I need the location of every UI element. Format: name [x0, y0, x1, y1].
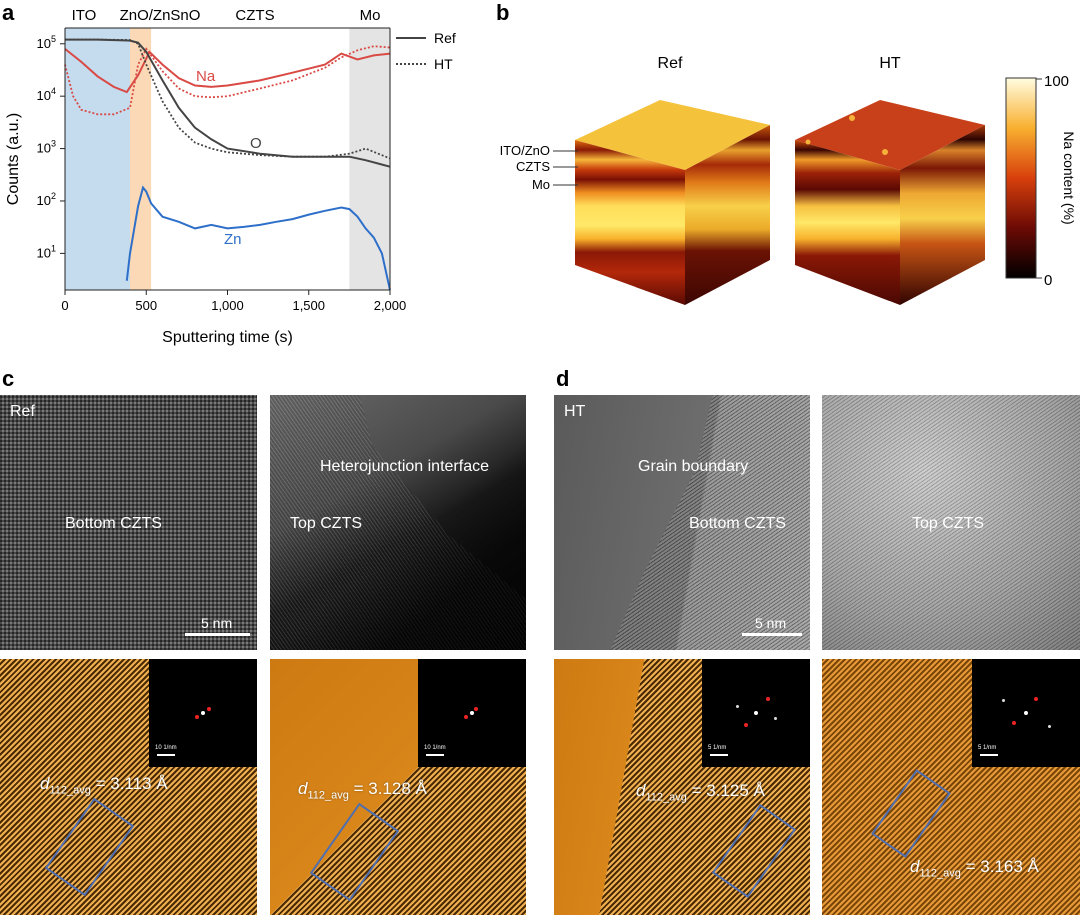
y-tick-label: 105 — [37, 34, 56, 51]
ref-cube-title: Ref — [658, 55, 683, 72]
layer-label-mo: Mo — [532, 177, 550, 192]
scale-bar — [185, 633, 250, 636]
fft-scale-label: 5 1/nm — [708, 745, 727, 751]
fft-scale-label: 5 1/nm — [978, 745, 997, 751]
d-spacing-label: d112_avg = 3.163 Å — [910, 857, 1039, 880]
fft-scale-label: 10 1/nm — [155, 745, 177, 751]
y-tick-label: 104 — [37, 86, 56, 103]
ht-cube-title: HT — [879, 55, 901, 72]
ref-cube — [575, 100, 770, 305]
d-spacing-label: d112_avg = 3.113 Å — [40, 774, 168, 797]
lattice-image-ref-bottom: 10 1/nm d112_avg = 3.113 Å — [0, 659, 257, 915]
lattice-image-ht-bottom: 5 1/nm d112_avg = 3.125 Å — [554, 659, 810, 915]
y-axis-label: Counts (a.u.) — [5, 113, 22, 205]
sputtering-profile-chart: 0 500 1,000 1,500 2,000 101 102 103 104 105 Sputte… — [5, 7, 456, 346]
series-na-ref — [64, 48, 391, 94]
heterojunction-interface-label: Heterojunction interface — [320, 458, 489, 475]
sample-label-ht: HT — [564, 403, 586, 420]
x-tick-label: 500 — [135, 298, 157, 313]
region-label: Mo — [360, 7, 381, 24]
panel-c-letter: c — [2, 366, 15, 391]
tem-image-ht-top: Top CZTS — [822, 395, 1080, 650]
fft-scale-label: 10 1/nm — [424, 745, 446, 751]
colorbar-max: 100 — [1044, 73, 1069, 90]
scale-bar — [742, 633, 802, 636]
legend-label-ref: Ref — [434, 30, 456, 46]
x-tick-label: 1,500 — [292, 298, 325, 313]
series-o-ht — [65, 38, 391, 160]
ref-cube-front — [575, 140, 685, 305]
shaded-region-ito — [65, 28, 130, 290]
x-tick-label: 1,000 — [211, 298, 244, 313]
fft-inset: 10 1/nm — [418, 659, 526, 767]
tem-image-ref-bottom: Ref Bottom CZTS 5 nm — [0, 395, 257, 650]
series-zn-ref — [125, 185, 391, 291]
ht-hotspot — [805, 139, 811, 145]
panel-a-letter: a — [2, 0, 15, 25]
series-na-ht — [64, 45, 391, 116]
series-label-zn: Zn — [224, 231, 242, 248]
colorbar-label: Na content (%) — [1061, 131, 1077, 224]
series-label-o: O — [250, 135, 262, 152]
bottom-czts-label: Bottom CZTS — [65, 515, 162, 532]
measurement-box — [44, 797, 135, 897]
colorbar — [1005, 77, 1037, 279]
ht-cube-side — [900, 125, 985, 305]
ht-cube — [795, 100, 985, 305]
ht-hotspot — [849, 115, 855, 121]
ht-hotspot — [882, 149, 888, 155]
colorbar-min: 0 — [1044, 272, 1052, 289]
series-label-na: Na — [196, 68, 216, 85]
legend-label-ht: HT — [434, 56, 453, 72]
layer-label-ito-zno: ITO/ZnO — [500, 143, 550, 158]
scale-bar-label: 5 nm — [201, 615, 233, 631]
ref-cube-top — [575, 100, 770, 170]
measurement-box — [711, 803, 797, 899]
bottom-czts-label: Bottom CZTS — [689, 515, 786, 532]
fft-inset: 10 1/nm — [149, 659, 257, 767]
ht-cube-front — [795, 140, 900, 305]
x-tick-label: 0 — [61, 298, 68, 313]
y-tick-label: 103 — [37, 139, 56, 156]
top-czts-label: Top CZTS — [290, 515, 363, 532]
region-label: ITO — [72, 7, 97, 24]
layer-label-czts: CZTS — [516, 159, 550, 174]
region-label: ZnO/ZnSnO — [120, 7, 201, 24]
shaded-region-znoznsno — [130, 28, 152, 290]
x-tick-label: 2,000 — [374, 298, 407, 313]
panel-d-letter: d — [556, 366, 570, 391]
y-tick-label: 101 — [37, 243, 56, 260]
tem-image-ref-top: Heterojunction interface Top CZTS — [270, 395, 526, 650]
scale-bar-label: 5 nm — [755, 615, 787, 631]
na-3d-cubes: Ref HT ITO/ZnO CZTS Mo 100 0 Na content … — [500, 55, 1077, 305]
lattice-image-ht-top: 5 1/nm d112_avg = 3.163 Å — [822, 659, 1080, 915]
d-spacing-label: d112_avg = 3.125 Å — [636, 781, 765, 804]
fft-inset: 5 1/nm — [702, 659, 810, 767]
lattice-image-ref-top: 10 1/nm d112_avg = 3.128 Å — [270, 659, 526, 915]
measurement-box — [309, 802, 400, 902]
region-label: CZTS — [235, 7, 274, 24]
tem-image-ht-bottom: HT Grain boundary Bottom CZTS 5 nm — [554, 395, 810, 650]
grain-boundary-label: Grain boundary — [638, 458, 749, 475]
d-spacing-label: d112_avg = 3.128 Å — [298, 779, 427, 802]
fft-inset: 5 1/nm — [972, 659, 1080, 767]
sample-label-ref: Ref — [10, 403, 35, 420]
y-tick-label: 102 — [37, 191, 56, 208]
ht-cube-top — [795, 100, 985, 170]
x-axis-label: Sputtering time (s) — [162, 329, 293, 346]
top-czts-label: Top CZTS — [912, 515, 985, 532]
ref-cube-side — [685, 125, 770, 305]
measurement-box — [871, 769, 951, 858]
panel-b-letter: b — [496, 0, 510, 25]
